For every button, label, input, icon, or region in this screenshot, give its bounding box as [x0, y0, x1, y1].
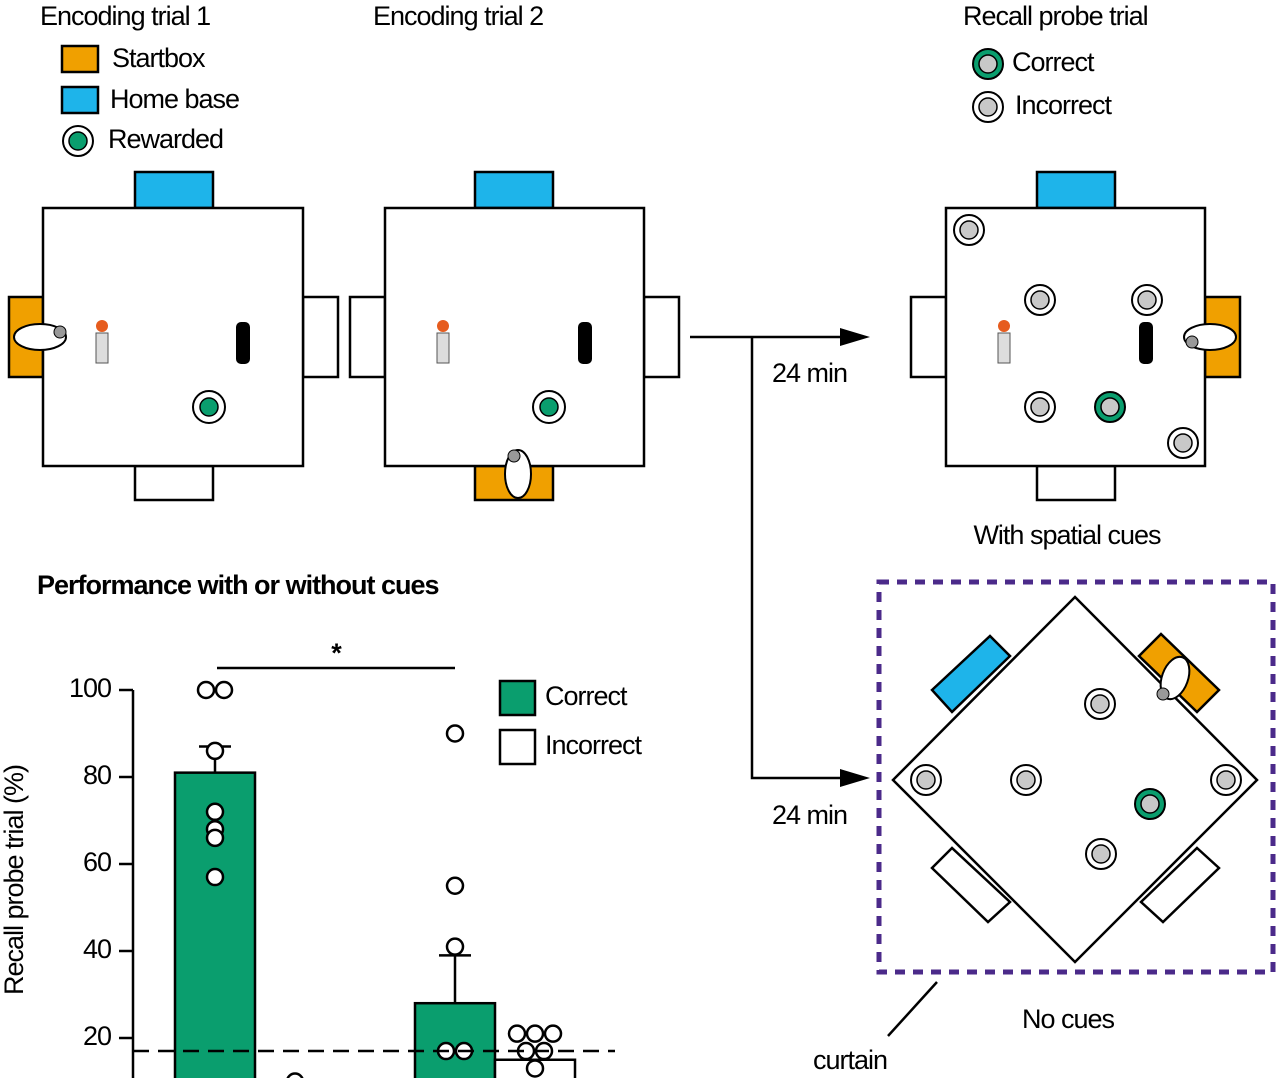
well: [1030, 397, 1050, 417]
data-point: [205, 802, 225, 822]
y-tick-label: 100: [69, 673, 111, 703]
arrow-head: [840, 328, 870, 787]
well: [1030, 290, 1050, 310]
significance-star: *: [331, 638, 342, 668]
delay-label: 24 min: [772, 800, 847, 830]
legend-label: Incorrect: [1015, 90, 1113, 120]
data-point: [286, 1072, 304, 1078]
legend-swatch: [498, 728, 537, 766]
data-point: [205, 867, 225, 887]
well: [916, 770, 936, 790]
legend-swatch: [498, 679, 537, 717]
legend-swatch: [60, 44, 100, 74]
panel-title: Recall probe trial: [963, 1, 1148, 31]
curtain-label: curtain: [813, 1045, 887, 1075]
delay-label: 24 min: [772, 358, 847, 388]
y-tick-label: 80: [83, 760, 111, 790]
legend-label: Incorrect: [545, 730, 643, 760]
data-point: [445, 876, 465, 895]
legend-label: Rewarded: [108, 124, 223, 154]
legend-label: Correct: [545, 681, 628, 711]
data-point: [214, 680, 234, 700]
well: [959, 220, 979, 240]
well: [1216, 770, 1236, 790]
well: [1090, 694, 1110, 714]
arena: [7, 170, 340, 502]
arena: [891, 595, 1259, 964]
y-tick-label: 20: [83, 1021, 111, 1051]
data-point: [507, 1024, 527, 1043]
well: [1091, 844, 1111, 864]
data-point: [205, 828, 225, 848]
legend-label: Home base: [110, 84, 239, 114]
condition-label: No cues: [1022, 1004, 1115, 1034]
data-point: [525, 1059, 545, 1078]
chart-title: Performance with or without cues: [37, 570, 439, 600]
data-point: [445, 724, 465, 743]
arena: [909, 170, 1242, 502]
curtain: [876, 579, 1276, 975]
well: [1173, 433, 1193, 453]
legend-icon: [978, 97, 998, 117]
legend-swatch: [60, 85, 100, 115]
condition-label: With spatial cues: [973, 520, 1161, 550]
bar: [413, 1001, 497, 1078]
panel-title: Encoding trial 2: [373, 1, 543, 31]
legend-icon: [978, 54, 998, 74]
arrow: [690, 335, 858, 780]
data-point: [445, 937, 465, 956]
y-tick-label: 60: [83, 847, 111, 877]
arena: [348, 170, 681, 502]
well: [1137, 290, 1157, 310]
panel-title: Encoding trial 1: [40, 1, 210, 31]
data-point: [196, 680, 216, 700]
leader-line: [887, 981, 938, 1037]
well: [1016, 770, 1036, 790]
legend-icon: [68, 131, 88, 151]
data-point: [543, 1024, 563, 1043]
legend-label: Correct: [1012, 47, 1095, 77]
data-point: [205, 741, 225, 761]
data-point: [525, 1024, 545, 1043]
well: [1100, 397, 1120, 417]
well: [1140, 794, 1160, 814]
legend-label: Startbox: [112, 43, 206, 73]
y-axis-label: Recall probe trial (%): [0, 765, 29, 995]
y-tick-label: 40: [83, 934, 111, 964]
